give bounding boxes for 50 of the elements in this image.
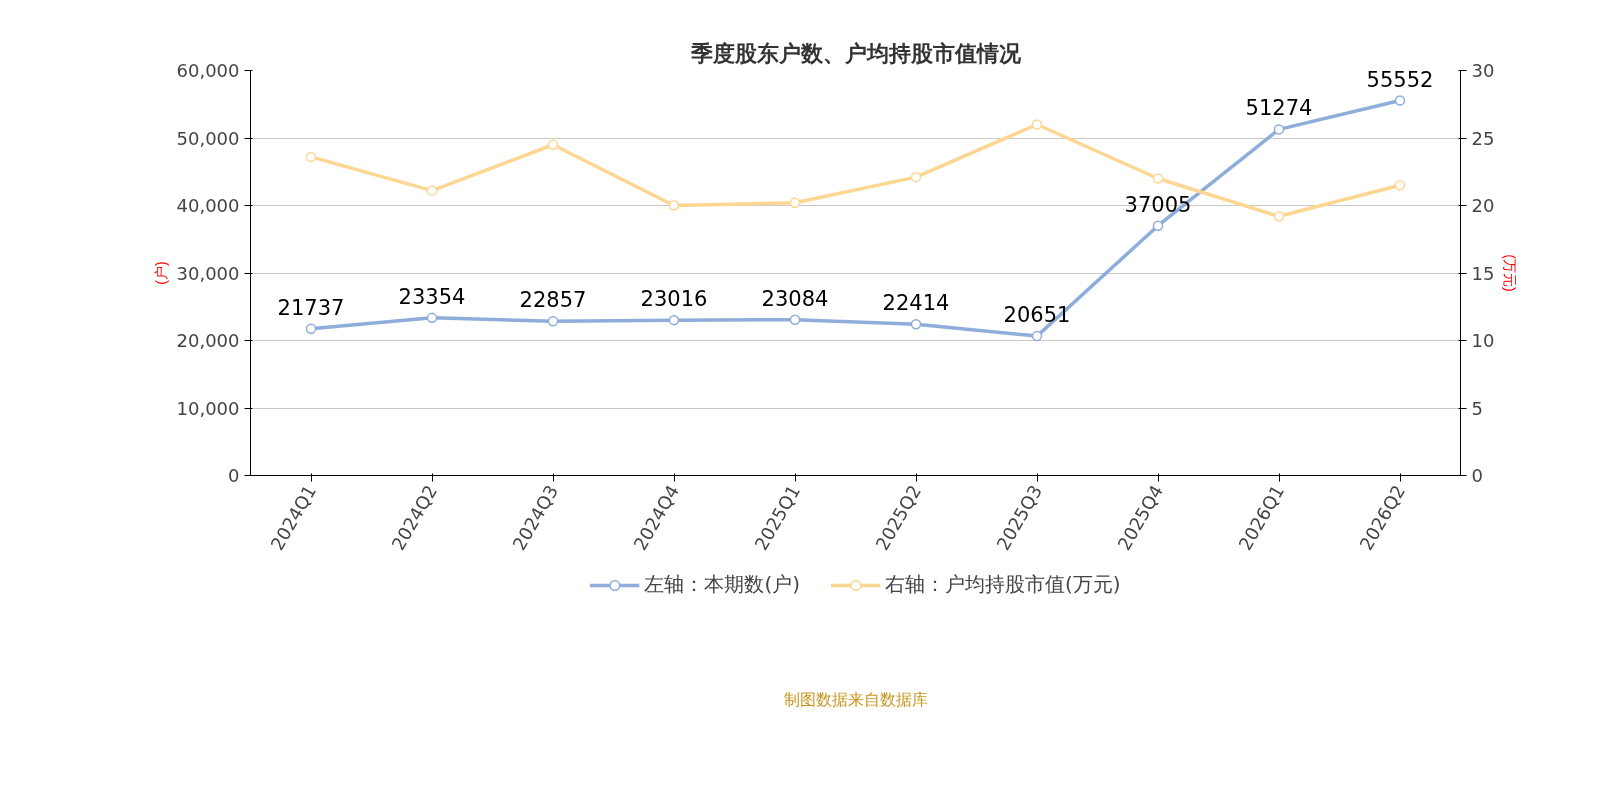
data-label: 22414 [882, 291, 950, 316]
point [1031, 119, 1043, 130]
data-label: 22857 [519, 288, 587, 313]
point [668, 314, 680, 326]
data-label: 37005 [1124, 192, 1192, 217]
y-tick-label: 30,000 [176, 262, 240, 284]
y-axis-title: (户) [152, 261, 169, 285]
point [910, 171, 922, 183]
data-label: 55552 [1366, 67, 1434, 92]
point [1152, 220, 1164, 231]
point [789, 314, 801, 325]
y2-tick-label: 15 [1471, 262, 1495, 284]
text: 制图数据来自数据库 [783, 689, 928, 709]
legend-label: 左轴：本期数(户) [644, 571, 800, 598]
y-tick-label: 20,000 [176, 330, 240, 351]
point [426, 185, 438, 196]
point [305, 151, 317, 163]
data-label: 23016 [640, 287, 708, 312]
y2-tick-label: 0 [1471, 465, 1483, 486]
point [789, 197, 801, 209]
y-tick-label: 60,000 [176, 60, 240, 81]
y2-tick-label: 25 [1471, 127, 1495, 149]
y2-tick-label: 5 [1471, 397, 1483, 419]
y-tick-label: 50,000 [176, 127, 240, 149]
y-tick-label: 10,000 [176, 397, 240, 419]
legend-label: 右轴：户均持股市值(万元) [885, 571, 1121, 598]
y2-axis-title: (万元) [1502, 254, 1519, 292]
point [1273, 211, 1285, 222]
point [1152, 173, 1164, 184]
point [305, 323, 317, 335]
data-label: 23084 [761, 286, 829, 311]
point [1031, 330, 1043, 342]
point [426, 312, 438, 324]
point [910, 318, 922, 330]
chart-title: 季度股东户数、户均持股市值情况 [689, 40, 1022, 66]
point [668, 200, 680, 211]
y-tick-label: 40,000 [176, 195, 240, 216]
point [547, 139, 559, 150]
point [1394, 180, 1406, 191]
y2-tick-label: 30 [1471, 60, 1495, 81]
data-label: 51274 [1245, 96, 1313, 121]
point [1273, 124, 1285, 135]
data-label: 23354 [398, 284, 466, 309]
y2-tick-label: 20 [1471, 195, 1495, 216]
point [1394, 95, 1406, 106]
y2-tick-label: 10 [1471, 330, 1495, 351]
y-tick-label: 0 [228, 465, 240, 486]
data-label: 20651 [1003, 303, 1071, 328]
data-label: 21737 [277, 295, 345, 320]
point [547, 315, 559, 327]
